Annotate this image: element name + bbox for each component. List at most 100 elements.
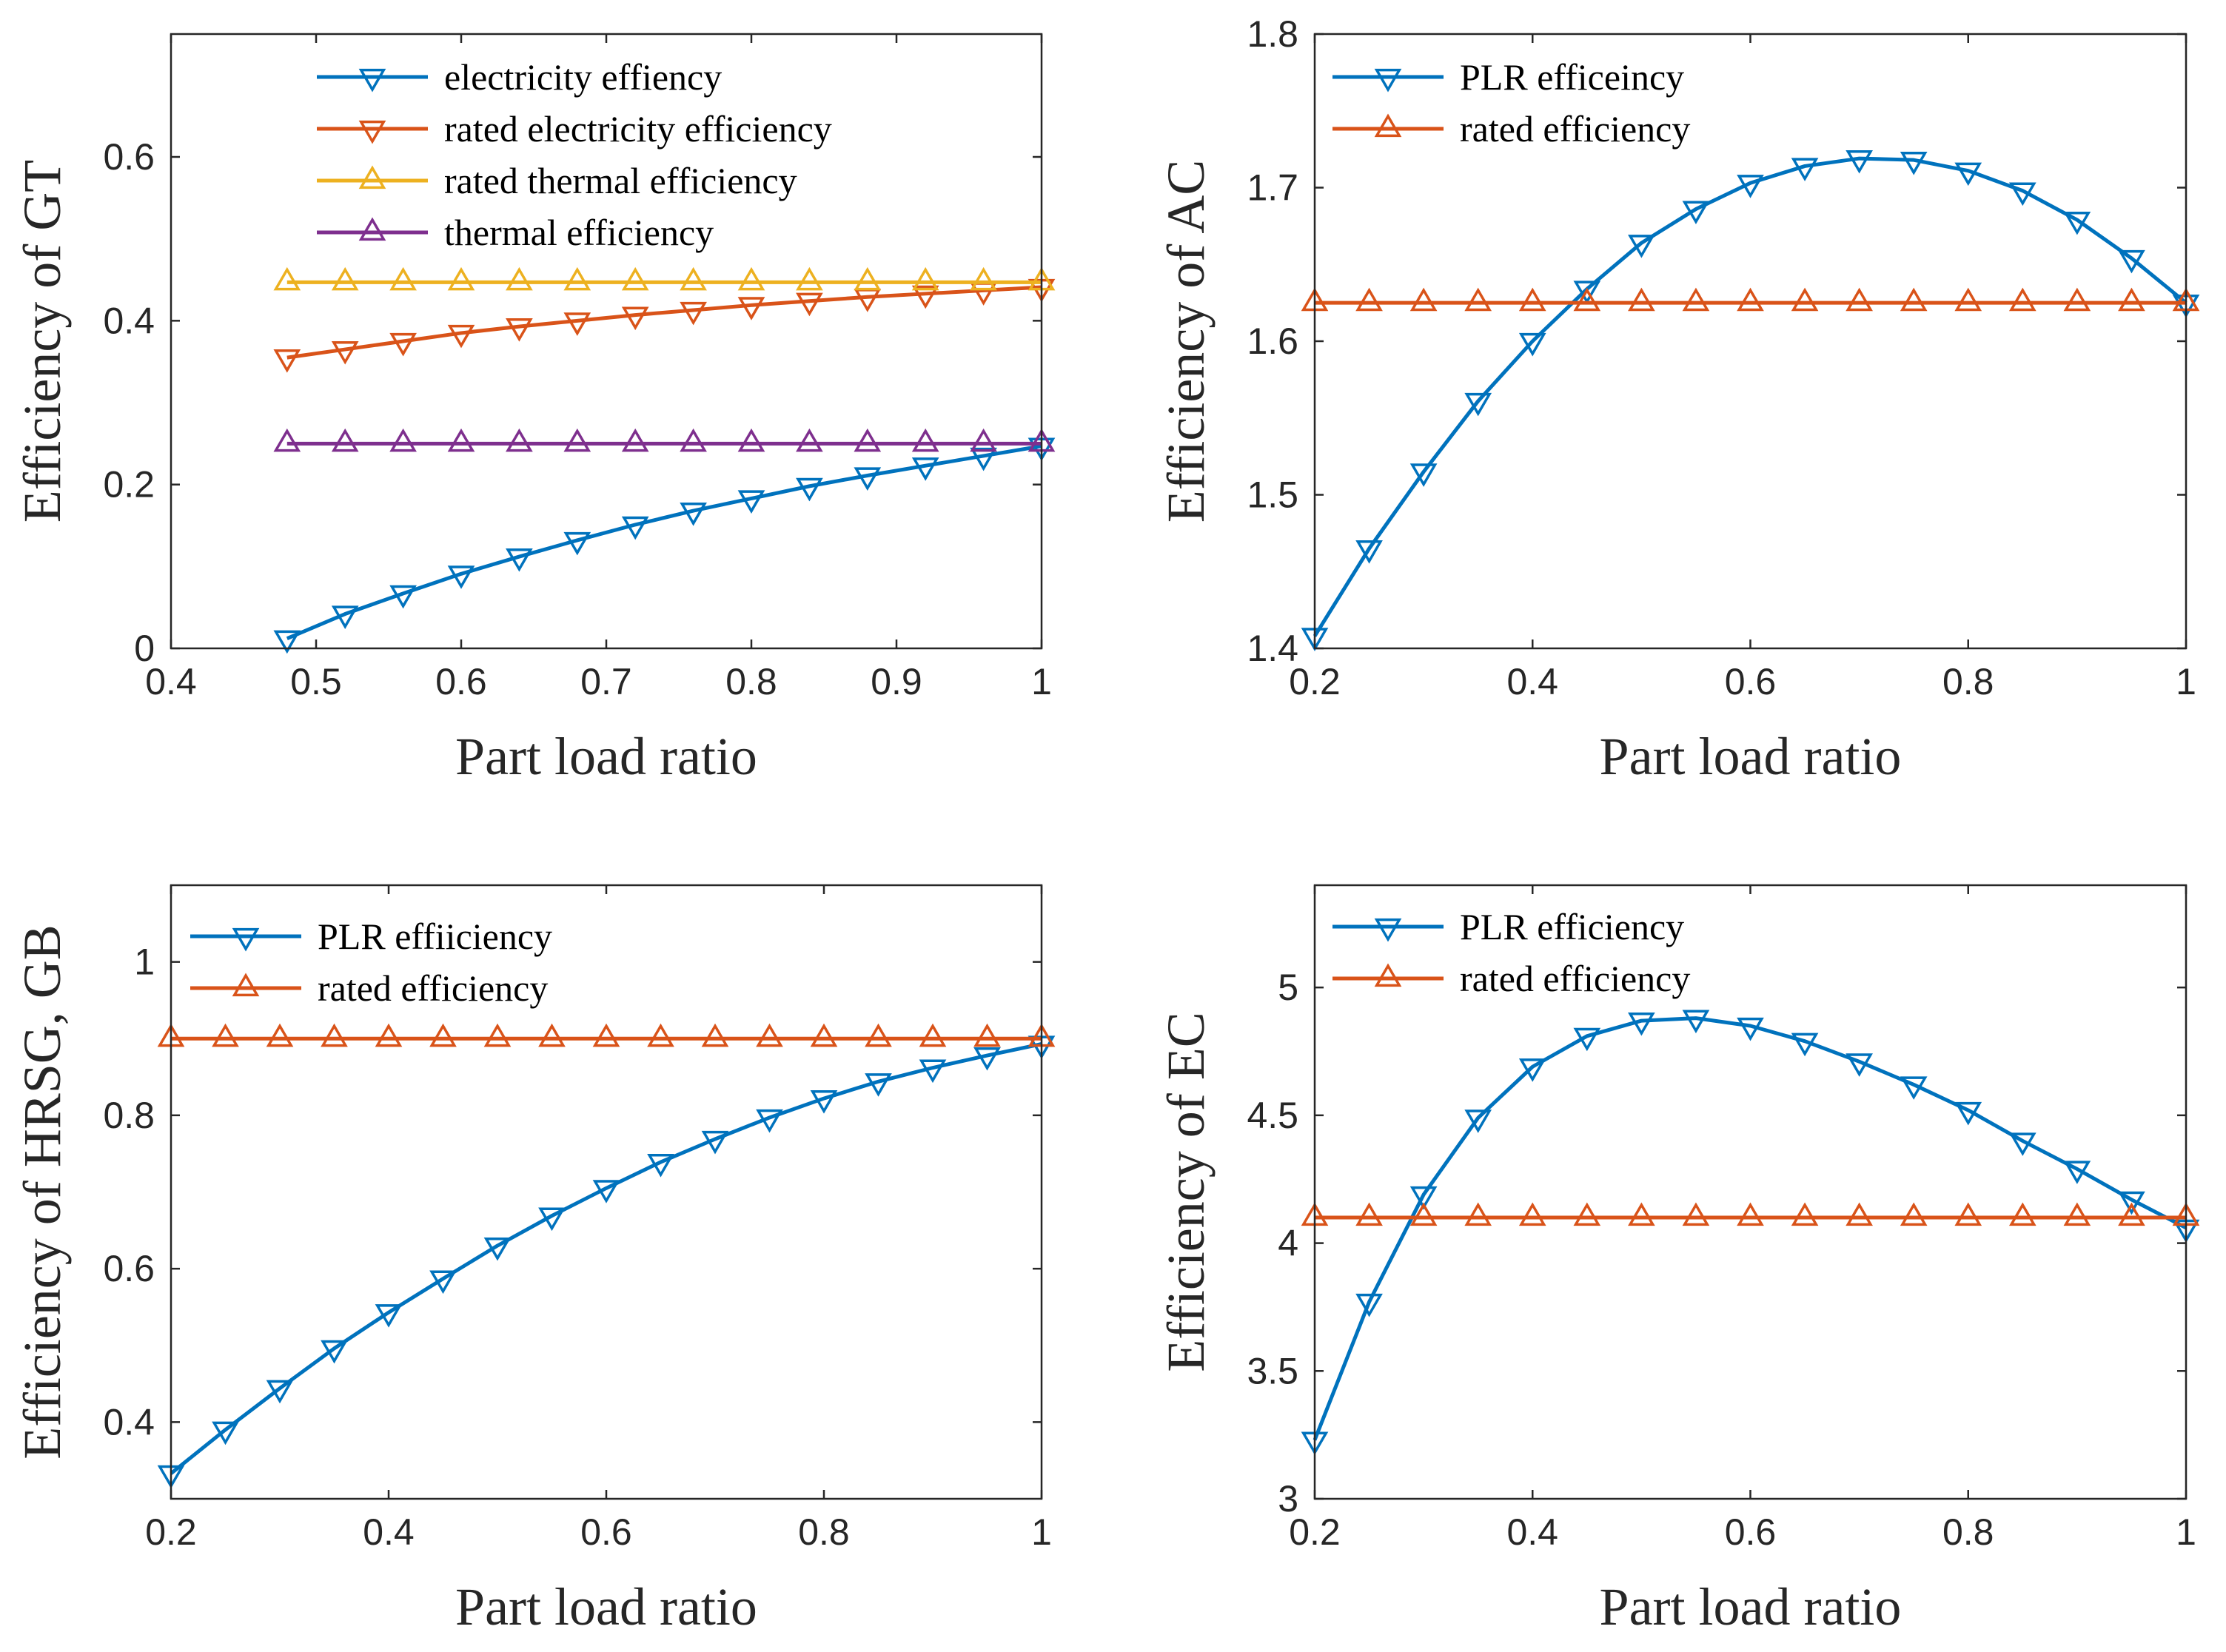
y-tick-label: 1.7 [1247,167,1298,209]
data-point [919,1059,947,1084]
series-rated-thermal-efficiency [273,266,1056,291]
x-tick-label: 0.2 [1289,661,1341,702]
data-point [1573,1202,1601,1226]
series-electricity-effiency [273,437,1056,654]
data-point [2118,249,2145,274]
plot-area [171,885,1042,1499]
data-point [1573,1027,1601,1052]
data-point [621,266,649,291]
data-point [1573,287,1601,312]
x-tick-label: 1 [1031,1511,1052,1553]
data-point [1464,1109,1492,1133]
x-tick-label: 0.7 [580,661,632,702]
data-point [1737,287,1764,312]
y-axis-label: Efficiency of GT [13,160,72,523]
y-tick-label: 5 [1278,967,1298,1008]
series-line [286,285,1042,360]
data-point [1900,1202,1928,1226]
data-point [1845,150,1873,174]
data-point [1900,152,1928,175]
x-tick-label: 0.2 [145,1511,197,1553]
x-tick-label: 0.6 [1725,1511,1777,1553]
chart-hrsg: 0.2 0.4 0.6 0.8 1 0.4 0.6 0.8 1 Part load ratio Ef… [13,884,1056,1636]
legend: PLR efficiency rated efficiency [1332,906,1690,999]
x-tick-label: 0.4 [363,1511,415,1553]
legend-marker [232,973,260,997]
data-point [1682,1202,1710,1226]
series-line [1313,1016,2188,1441]
data-point [1628,1202,1655,1226]
data-point [970,266,997,291]
data-point [911,266,939,291]
legend-label: PLR effiiciency [318,916,552,957]
y-tick-label: 0.4 [103,1401,155,1443]
data-point [538,1207,566,1232]
data-point [331,605,359,630]
y-axis-label: Efficiency of EC [1156,1012,1216,1372]
series-rated-electricity-efficiency [273,278,1056,373]
data-point [621,428,649,452]
data-point [865,1073,892,1097]
x-tick-label: 0.8 [1942,1511,1994,1553]
y-tick-label: 1.6 [1247,320,1298,362]
data-point [331,340,359,365]
x-axis-label: Part load ratio [1600,1577,1902,1636]
y-tick-label: 0.6 [103,1248,155,1289]
series-thermal-efficiency [273,428,1056,452]
data-point [1954,162,1982,187]
data-point [737,490,765,514]
legend-label: PLR efficiency [1460,906,1684,947]
data-point [970,447,997,471]
legend-marker [1374,113,1402,138]
data-point [321,1023,348,1047]
legend-marker [358,217,386,241]
data-point [737,266,765,291]
data-point [680,301,707,326]
data-point [796,292,823,317]
y-axis-label: Efficiency of HRSG, GB [13,924,72,1460]
data-point [2008,1132,2036,1156]
series-line [1313,156,2188,637]
data-point [212,1421,239,1446]
data-point [1737,175,1764,198]
legend-marker [1374,918,1402,942]
chart-gt: 0.4 0.5 0.6 0.7 0.8 0.9 1 0 0.2 0.4 0.6 Part load r… [13,33,1056,786]
data-point [1355,540,1383,564]
data-point [483,1023,512,1047]
legend-marker [358,120,386,144]
x-tick-label: 0.4 [1506,1511,1558,1553]
series-rated-efficiency [1301,1202,2200,1226]
chart-ec: 0.2 0.4 0.6 0.8 1 3 3.5 4 4.5 5 Part load ratio Eff… [1156,884,2200,1636]
data-point [1628,235,1655,258]
legend-label: rated efficiency [1460,958,1690,999]
data-point [1791,287,1819,312]
data-point [1791,158,1819,181]
y-tick-label: 1.5 [1247,474,1298,516]
x-tick-label: 0.6 [1725,661,1777,702]
legend-label: rated efficiency [318,967,548,1009]
data-point [1682,201,1710,225]
data-point [2063,287,2091,312]
y-tick-label: 0.4 [103,300,155,341]
data-point [1355,1202,1383,1226]
data-point [506,428,533,452]
data-point [1845,1053,1873,1077]
data-point [375,1304,403,1328]
data-point [737,297,765,320]
data-point [1464,1202,1492,1226]
data-point [429,1270,457,1295]
legend-label: PLR efficeincy [1460,56,1684,98]
data-point [970,428,997,452]
data-point [429,1023,457,1047]
x-tick-label: 1 [2176,661,2196,702]
y-axis-label: Efficiency of AC [1156,160,1216,523]
data-point [506,266,533,291]
legend-label: thermal efficiency [444,212,714,253]
data-point [563,531,591,556]
data-point [1737,1202,1764,1226]
data-point [447,428,475,452]
data-point [796,266,823,291]
plot-frame [170,884,1043,1500]
series-rated-efficiency [157,1023,1056,1047]
